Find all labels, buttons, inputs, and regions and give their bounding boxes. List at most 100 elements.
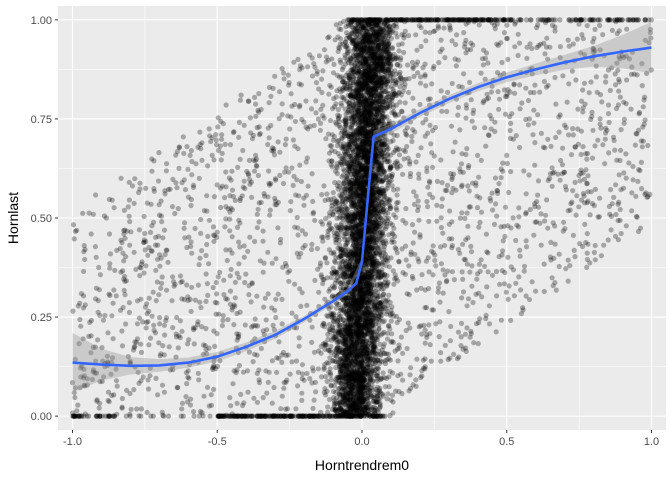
scatter-point — [532, 162, 538, 168]
scatter-point — [467, 79, 473, 85]
scatter-point — [309, 171, 315, 177]
scatter-point — [214, 300, 220, 306]
scatter-point — [574, 193, 580, 199]
scatter-point — [136, 189, 142, 196]
scatter-point — [618, 187, 624, 193]
scatter-point — [370, 20, 376, 26]
scatter-point — [584, 180, 590, 186]
scatter-point — [449, 176, 455, 182]
scatter-point — [196, 175, 202, 181]
scatter-point — [549, 22, 556, 28]
scatter-point — [312, 64, 318, 70]
scatter-point — [428, 358, 434, 364]
scatter-point — [597, 116, 603, 122]
scatter-point — [208, 138, 214, 145]
scatter-point — [151, 188, 157, 194]
scatter-point — [271, 327, 277, 333]
scatter-point — [299, 116, 305, 123]
scatter-point — [201, 208, 207, 214]
scatter-point — [511, 81, 517, 87]
scatter-point — [88, 231, 94, 237]
scatter-point — [206, 126, 212, 132]
scatter-point — [234, 400, 240, 406]
scatter-point — [136, 413, 142, 419]
scatter-point — [330, 211, 336, 217]
scatter-point — [576, 21, 582, 27]
scatter-point — [320, 320, 326, 327]
scatter-point — [474, 276, 480, 282]
scatter-point — [217, 185, 224, 191]
scatter-point — [553, 101, 559, 107]
scatter-point — [601, 242, 607, 248]
scatter-point — [145, 386, 152, 392]
scatter-point — [486, 321, 493, 327]
scatter-point — [285, 72, 291, 78]
scatter-point — [542, 145, 548, 151]
scatter-point — [376, 93, 382, 99]
scatter-point — [328, 143, 335, 149]
scatter-point — [276, 339, 282, 345]
scatter-point — [227, 142, 234, 148]
scatter-point — [118, 269, 124, 275]
scatter-point — [542, 218, 548, 224]
scatter-point — [321, 115, 327, 121]
scatter-point — [458, 334, 464, 340]
scatter-point — [145, 319, 151, 325]
scatter-point — [124, 387, 130, 393]
scatter-point — [603, 73, 609, 79]
scatter-point — [303, 124, 309, 130]
scatter-point — [393, 214, 399, 220]
scatter-point — [418, 25, 424, 31]
scatter-point — [532, 82, 538, 88]
scatter-point — [223, 102, 229, 108]
scatter-point — [372, 358, 378, 364]
scatter-point — [171, 279, 177, 285]
scatter-point — [118, 237, 124, 243]
scatter-point — [254, 323, 261, 329]
scatter-points — [69, 17, 655, 419]
scatter-point — [588, 189, 594, 195]
scatter-point — [403, 131, 409, 137]
scatter-point — [279, 101, 285, 107]
scatter-point — [637, 225, 644, 231]
scatter-point — [617, 56, 623, 62]
scatter-point — [590, 49, 597, 55]
scatter-point — [527, 41, 533, 47]
scatter-point — [192, 297, 198, 303]
scatter-point — [371, 230, 378, 236]
scatter-point — [189, 158, 195, 165]
scatter-point — [543, 44, 550, 50]
scatter-point — [577, 241, 583, 247]
scatter-point — [330, 327, 336, 333]
scatter-point — [468, 243, 474, 249]
scatter-point — [326, 360, 332, 366]
scatter-point — [642, 117, 648, 123]
scatter-point — [77, 316, 83, 323]
scatter-point — [531, 232, 537, 238]
scatter-point — [534, 25, 540, 31]
scatter-point — [533, 219, 540, 225]
scatter-point — [548, 257, 554, 263]
scatter-point — [157, 321, 163, 327]
scatter-point — [444, 278, 450, 284]
scatter-point — [210, 366, 216, 372]
scatter-point — [232, 197, 238, 203]
scatter-point — [241, 400, 247, 406]
scatter-point — [265, 141, 271, 148]
scatter-point — [185, 294, 191, 300]
scatter-point — [557, 55, 563, 61]
scatter-point — [227, 273, 233, 279]
scatter-point — [273, 256, 279, 262]
scatter-point — [608, 187, 614, 193]
scatter-point — [642, 94, 648, 100]
scatter-point — [138, 349, 145, 355]
scatter-point — [146, 244, 152, 251]
scatter-point — [494, 187, 500, 194]
scatter-point — [406, 33, 412, 39]
scatter-point — [453, 63, 459, 69]
scatter-point — [584, 256, 591, 263]
scatter-point — [407, 119, 414, 125]
scatter-point — [195, 282, 201, 288]
scatter-point — [476, 319, 482, 326]
scatter-point — [227, 228, 233, 234]
